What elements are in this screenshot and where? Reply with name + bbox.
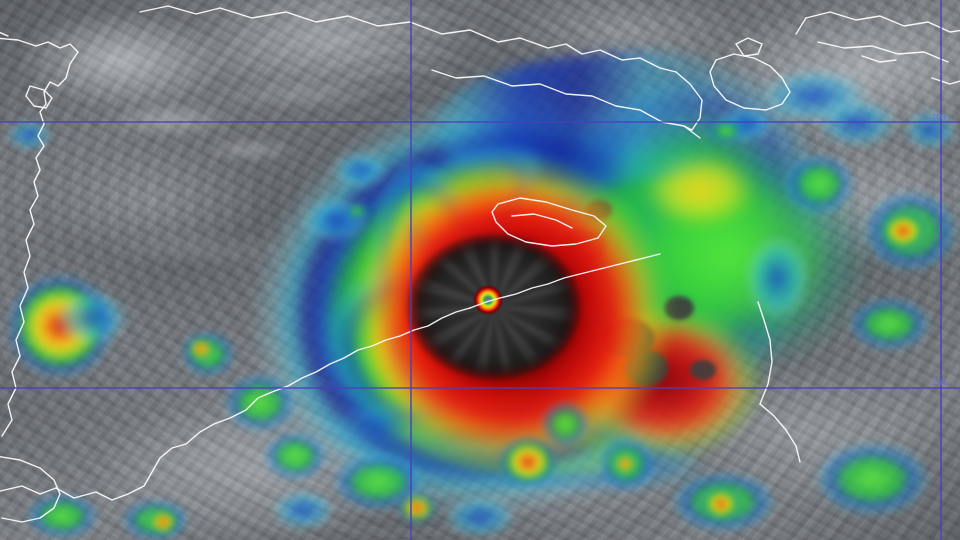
convective-cell <box>440 494 520 540</box>
cold-top-blob <box>690 360 716 380</box>
convective-cell <box>878 210 928 252</box>
convective-cell <box>812 440 932 518</box>
convective-cell <box>612 452 638 476</box>
convective-cell <box>146 508 180 536</box>
convective-cell <box>846 296 932 352</box>
convective-cell <box>782 152 856 216</box>
gridline-label-lat-20n: 20N <box>932 114 947 121</box>
convective-cell <box>344 202 370 220</box>
convective-cell <box>700 486 742 522</box>
convective-cell <box>330 150 390 190</box>
gridline-label-lat-15n: 15N <box>932 380 947 387</box>
convective-cell <box>540 400 590 448</box>
convective-cell <box>900 108 960 152</box>
convective-cell <box>812 96 902 150</box>
convective-cell <box>498 436 558 488</box>
convective-cell <box>742 232 812 324</box>
